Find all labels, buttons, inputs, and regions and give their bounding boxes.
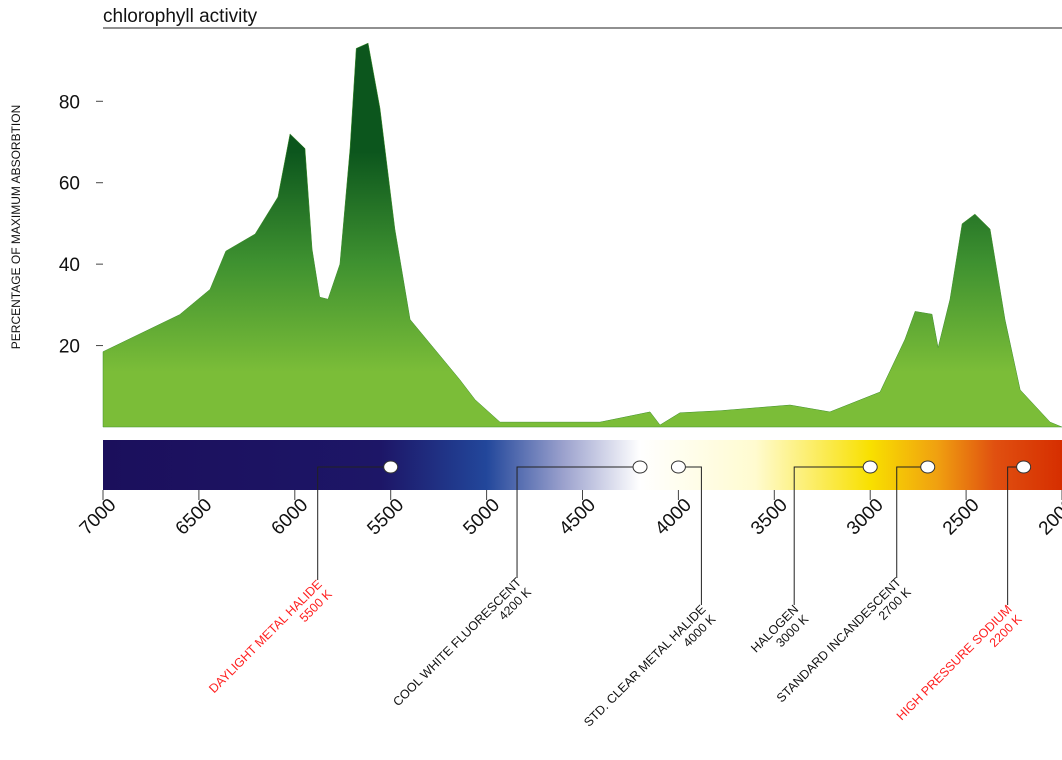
x-tick-label: 3000 (843, 495, 888, 540)
marker (1016, 460, 1032, 474)
marker-name: HIGH PRESSURE SODIUM (894, 602, 1015, 723)
x-tick-label: 5500 (363, 495, 408, 540)
marker (670, 460, 686, 474)
x-tick-label: 3500 (747, 495, 792, 540)
y-tick-label: 80 (59, 92, 80, 113)
y-tick-label: 60 (59, 174, 80, 195)
x-tick-label: 4000 (651, 495, 696, 540)
x-tick-label: 6500 (172, 495, 217, 540)
marker-name: DAYLIGHT METAL HALIDE (206, 577, 325, 696)
y-tick-label: 40 (59, 255, 80, 276)
leader-line (516, 466, 641, 578)
y-tick-label: 20 (59, 337, 80, 358)
chart-title: chlorophyll activity (103, 6, 258, 27)
marker (920, 460, 936, 474)
leader-line (896, 466, 928, 578)
x-tick-label: 2500 (939, 495, 984, 540)
marker (383, 460, 399, 474)
leader-line (317, 466, 391, 580)
x-tick-label: 7000 (76, 495, 121, 540)
x-tick-label: 2000 (1035, 495, 1062, 540)
marker (632, 460, 648, 474)
x-tick-label: 4500 (555, 495, 600, 540)
color-bar (103, 440, 1062, 490)
marker-name: STANDARD INCANDESCENT (774, 575, 904, 705)
marker (862, 460, 878, 474)
x-tick-label: 5000 (459, 495, 504, 540)
x-tick-label: 6000 (268, 495, 313, 540)
leader-line (678, 466, 702, 605)
y-axis-label: PERCENTAGE OF MAXIMUM ABSORBTION (9, 105, 23, 349)
marker-name: STD. CLEAR METAL HALIDE (581, 602, 708, 729)
absorption-area (102, 42, 1062, 428)
marker-name: COOL WHITE FLUORESCENT (390, 575, 524, 709)
leader-line (793, 466, 871, 605)
